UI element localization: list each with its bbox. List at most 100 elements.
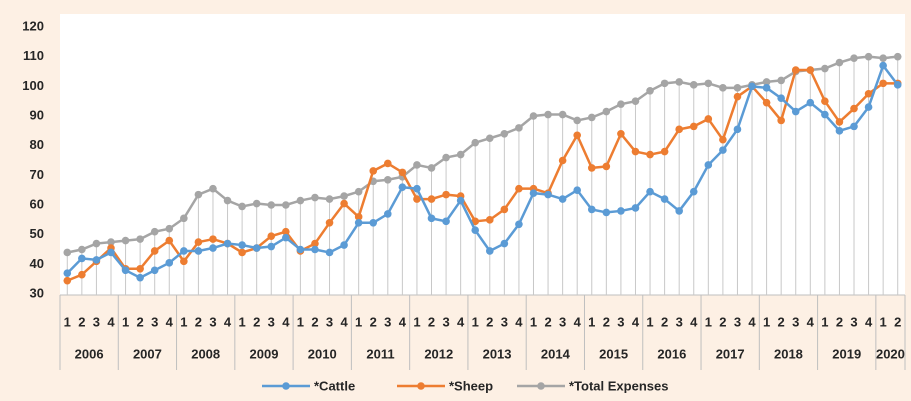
point [500,239,509,248]
point [893,81,902,89]
point [660,79,669,88]
point [719,135,727,144]
x-tick-label: 3 [209,314,216,329]
x-tick-label: 3 [384,314,391,329]
point [180,214,188,223]
point [413,195,421,203]
point [675,78,683,86]
point [617,100,625,108]
x-tick-label: 2 [370,314,377,329]
point [471,138,480,147]
x-tick-label: 2 [253,314,260,329]
point [500,205,509,214]
year-label: 2015 [599,346,628,361]
point [821,110,829,119]
point [733,125,742,134]
x-tick-label: 4 [166,314,174,329]
point [340,241,348,249]
point [529,112,538,120]
point [587,113,596,122]
x-tick-label: 4 [690,314,698,329]
year-label: 2012 [424,346,453,361]
point [704,79,713,88]
x-tick-label: 1 [297,314,304,329]
x-tick-label: 2 [778,314,785,329]
point [719,146,727,154]
point [558,110,567,119]
year-label: 2014 [541,346,571,361]
point [835,58,844,67]
point [63,269,72,278]
point [384,159,392,168]
point [631,204,640,212]
x-tick-label: 1 [64,314,71,329]
x-tick-label: 4 [807,314,815,329]
legend-marker [417,382,425,390]
x-tick-label: 2 [137,314,144,329]
series-line [66,62,899,280]
point [733,92,742,101]
point [194,238,203,246]
point [791,107,800,116]
x-tick-label: 1 [122,314,129,329]
x-tick-label: 4 [282,314,290,329]
point [617,207,625,215]
point [515,124,523,132]
y-tick-label: 120 [22,18,44,33]
x-tick-label: 3 [442,314,449,329]
year-label: 2010 [308,346,337,361]
x-tick-label: 3 [734,314,741,329]
point [456,196,465,205]
point [850,104,858,113]
point [850,122,858,131]
point [136,235,144,243]
point [267,232,276,240]
legend-label: *Cattle [314,378,355,393]
point [573,116,581,125]
x-tick-label: 2 [486,314,493,329]
x-tick-label: 4 [632,314,640,329]
point [602,208,611,217]
x-tick-label: 2 [719,314,726,329]
x-tick-label: 2 [195,314,202,329]
point [165,259,174,267]
legend-label: *Total Expenses [569,378,668,393]
x-tick-label: 3 [151,314,158,329]
x-tick-label: 4 [748,314,756,329]
point [558,156,567,165]
x-tick-label: 4 [399,314,407,329]
year-label: 2018 [774,346,803,361]
point [660,195,669,203]
point [660,147,669,156]
point [573,131,581,140]
point [646,86,654,95]
point [835,118,844,126]
point [850,54,858,62]
point [282,227,290,236]
point [602,107,611,116]
point [689,187,698,196]
x-tick-label: 4 [574,314,582,329]
point [340,192,348,200]
point [704,115,713,123]
point [194,190,203,199]
point [354,213,363,221]
point [515,220,523,229]
x-tick-label: 1 [705,314,712,329]
point [369,167,378,175]
x-tick-label: 3 [792,314,799,329]
point [413,161,421,169]
year-label: 2017 [716,346,745,361]
x-tick-label: 3 [501,314,508,329]
point [529,189,538,197]
point [485,216,494,224]
point [762,98,771,107]
point [631,97,640,105]
point [223,196,232,205]
x-tick-label: 1 [238,314,245,329]
point [835,127,844,135]
year-label: 2011 [366,346,394,361]
point [311,239,319,248]
point [806,66,815,74]
point [78,270,86,279]
